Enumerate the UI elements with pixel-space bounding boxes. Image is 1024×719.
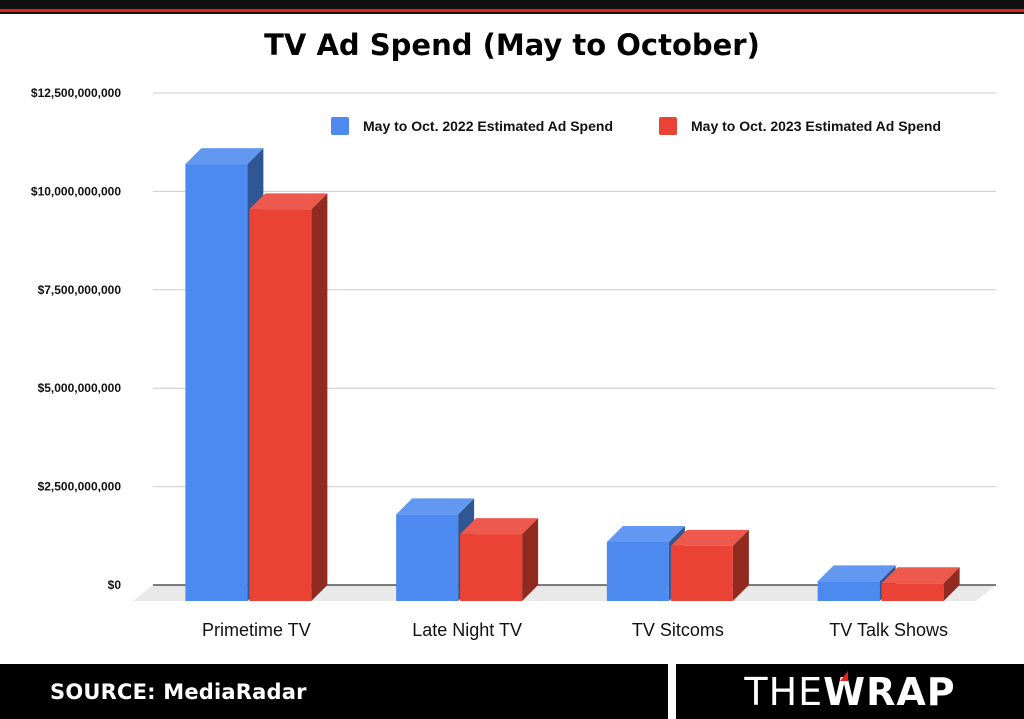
source-footer: SOURCE: MediaRadar xyxy=(0,664,668,719)
bar-2023 xyxy=(881,583,944,601)
chart-floor xyxy=(133,585,996,601)
legend-swatch xyxy=(659,117,677,135)
x-category-label: TV Talk Shows xyxy=(829,620,948,640)
bar-chart: $0 $2,500,000,000 $5,000,000,000 $7,500,000… xyxy=(31,86,996,640)
chart-title: TV Ad Spend (May to October) xyxy=(264,28,760,62)
source-label: SOURCE: MediaRadar xyxy=(50,679,307,704)
bar-2022 xyxy=(817,581,880,601)
y-tick-label: $10,000,000,000 xyxy=(31,184,121,198)
x-category-label: Primetime TV xyxy=(202,620,311,640)
logo-footer: THEWRAP xyxy=(676,664,1024,719)
legend-swatch xyxy=(331,117,349,135)
y-tick-label: $5,000,000,000 xyxy=(38,381,122,395)
y-tick-label: $12,500,000,000 xyxy=(31,86,121,100)
logo-accent-mark xyxy=(840,670,849,681)
y-tick-label: $7,500,000,000 xyxy=(38,283,122,297)
x-category-label: Late Night TV xyxy=(412,620,522,640)
bar-top xyxy=(249,193,328,210)
bar-2023 xyxy=(460,534,523,601)
top-accent-stripe xyxy=(0,9,1024,12)
bar-2022 xyxy=(606,541,669,601)
bar-side xyxy=(522,518,539,601)
bar-top xyxy=(817,565,896,582)
bar-top xyxy=(396,498,475,515)
bar-top xyxy=(881,567,960,584)
bar-side xyxy=(311,193,328,602)
bar-side xyxy=(732,529,749,601)
bar-2023 xyxy=(249,209,312,602)
legend-label: May to Oct. 2022 Estimated Ad Spend xyxy=(363,118,613,134)
thewrap-logo: THEWRAP xyxy=(744,669,955,714)
bar-top xyxy=(460,518,539,535)
logo-the-text: THE xyxy=(744,669,824,714)
bar-2022 xyxy=(396,514,459,601)
bar-top xyxy=(670,529,749,546)
bar-top xyxy=(606,525,685,542)
bar-2023 xyxy=(670,545,733,601)
bar-side xyxy=(943,567,960,601)
bar-top xyxy=(185,148,264,165)
y-tick-label: $2,500,000,000 xyxy=(38,480,122,494)
y-tick-label: $0 xyxy=(108,578,122,592)
bar-2022 xyxy=(185,164,248,601)
legend-label: May to Oct. 2023 Estimated Ad Spend xyxy=(691,118,941,134)
x-category-label: TV Sitcoms xyxy=(632,620,724,640)
